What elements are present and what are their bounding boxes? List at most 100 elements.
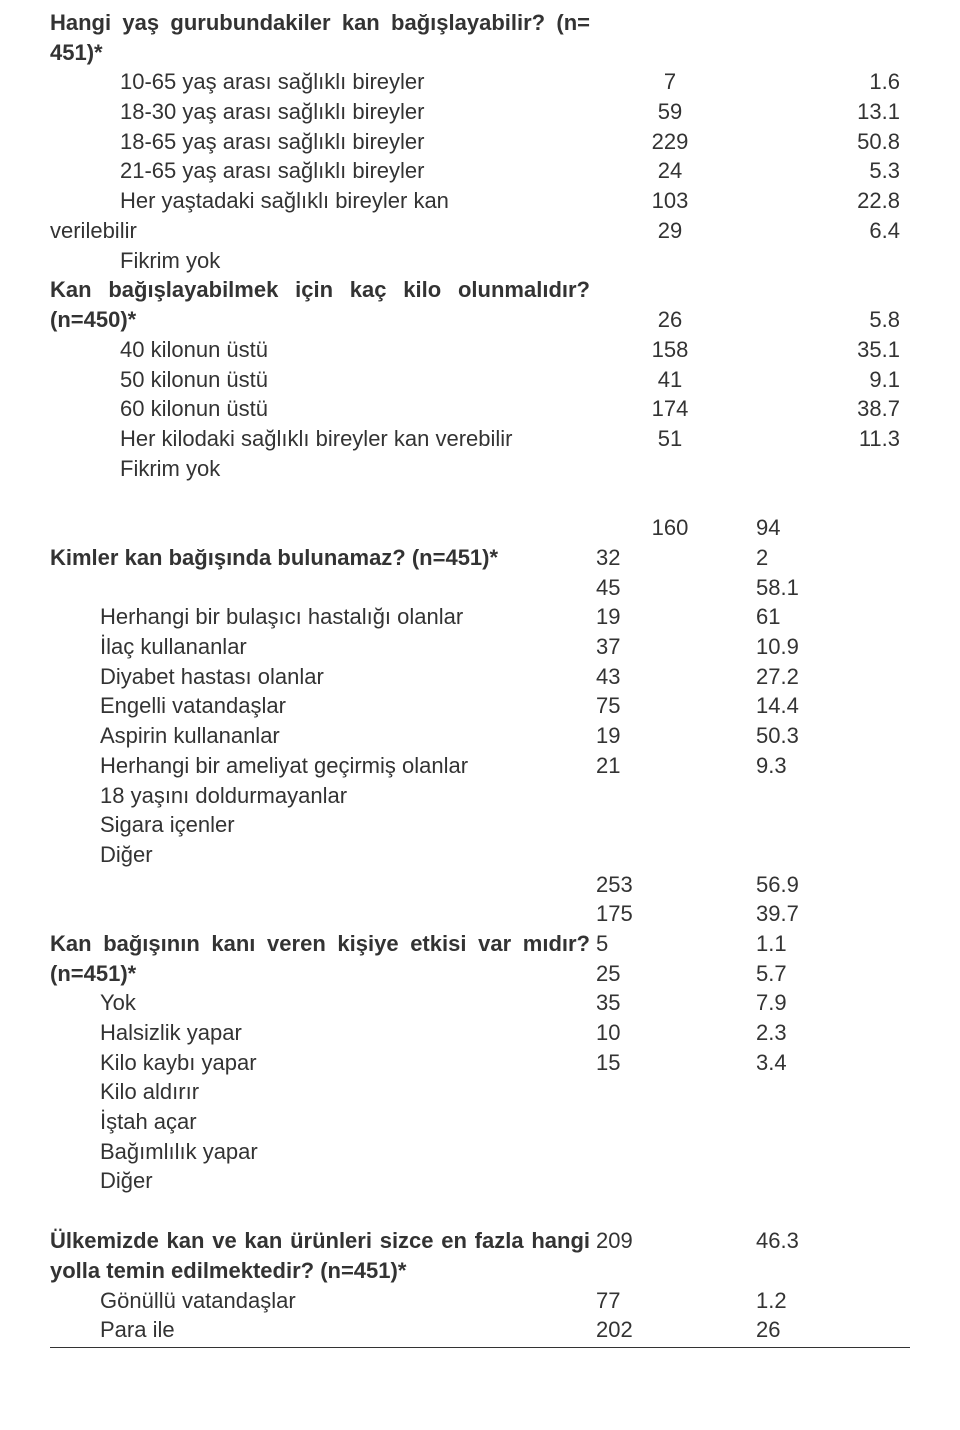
q4-opt-label-5: Bağımlılık yapar (50, 1137, 590, 1167)
q3-n-7: 21 (590, 751, 750, 781)
q3-opt-label-1: İlaç kullananlar (50, 632, 590, 662)
q5-title: Ülkemizde kan ve kan ürünleri sizce en f… (50, 1226, 590, 1285)
q3-opt-3: Engelli vatandaşlar 75 14.4 (50, 691, 910, 721)
q2-n-0: 26 (590, 275, 750, 335)
q1-opt-label-5: Fikrim yok (50, 246, 590, 276)
q1-wrap-text: verilebilir (50, 216, 590, 246)
q1-opt-0: 10-65 yaş arası sağlıklı bireyler 7 1.6 (50, 67, 910, 97)
q4-n-block-a: 5 25 (590, 929, 750, 988)
q3-opt-label-3: Engelli vatandaşlar (50, 691, 590, 721)
q4-opt-1: Halsizlik yapar 10 2.3 (50, 1018, 910, 1048)
q1-opt-label-3: 21-65 yaş arası sağlıklı bireyler (50, 156, 590, 186)
q1-opt-label-2: 18-65 yaş arası sağlıklı bireyler (50, 127, 590, 157)
q2-p-0: 5.8 (750, 275, 910, 335)
q4-p-1: 5.7 (756, 959, 910, 989)
q3-opt-7: Sigara içenler (50, 810, 910, 840)
q1-p-2: 50.8 (750, 127, 910, 157)
q3-opt-label-2: Diyabet hastası olanlar (50, 662, 590, 692)
q2-n-3: 174 (590, 394, 750, 424)
q3-opt-8: Diğer (50, 840, 910, 870)
spacer-1 (50, 483, 910, 513)
q3-n-1: 45 (596, 573, 750, 603)
q5-p-title: 46.3 (750, 1226, 910, 1256)
q3-pre-row: 160 94 (50, 513, 910, 543)
q4-pre-p-0: 56.9 (750, 870, 910, 900)
q4-opt-3: Kilo aldırır (50, 1077, 910, 1107)
q4-opt-label-0: Yok (50, 988, 590, 1018)
q4-p-2: 7.9 (750, 988, 910, 1018)
q2-n-4: 51 (590, 424, 750, 454)
q3-p-0: 2 (756, 543, 910, 573)
q2-opt-label-2: 60 kilonun üstü (50, 394, 590, 424)
q4-n-0: 5 (596, 929, 750, 959)
q3-opt-label-4: Aspirin kullananlar (50, 721, 590, 751)
q1-title: Hangi yaş gurubundakiler kan bağışlayabi… (50, 8, 590, 67)
q4-title: Kan bağışının kanı veren kişiye etkisi v… (50, 929, 590, 988)
q3-opt-label-7: Sigara içenler (50, 810, 590, 840)
q1-n-2: 229 (590, 127, 750, 157)
q3-title-row: Kimler kan bağışında bulunamaz? (n=451)*… (50, 543, 910, 602)
q2-p-4: 11.3 (750, 424, 910, 454)
q1-opt-4: Her yaştadaki sağlıklı bireyler kan 103 … (50, 186, 910, 216)
q1-n-1: 59 (590, 97, 750, 127)
q5-opt-label-1: Para ile (50, 1315, 590, 1345)
q3-n-block-a: 32 45 (590, 543, 750, 602)
q4-title-row: Kan bağışının kanı veren kişiye etkisi v… (50, 929, 910, 988)
q3-opt-1: İlaç kullananlar 37 10.9 (50, 632, 910, 662)
q5-opt-0: Gönüllü vatandaşlar 77 1.2 (50, 1286, 910, 1316)
q3-opt-5: Herhangi bir ameliyat geçirmiş olanlar 2… (50, 751, 910, 781)
q2-p-3: 38.7 (750, 394, 910, 424)
q2-n-1: 158 (590, 335, 750, 365)
q1-n-3: 24 (590, 156, 750, 186)
q1-p-3: 5.3 (750, 156, 910, 186)
q4-opt-label-4: İştah açar (50, 1107, 590, 1137)
q4-opt-label-1: Halsizlik yapar (50, 1018, 590, 1048)
q3-opt-label-6: 18 yaşını doldurmayanlar (50, 781, 590, 811)
q1-opt-5: Fikrim yok (50, 246, 910, 276)
q3-opt-2: Diyabet hastası olanlar 43 27.2 (50, 662, 910, 692)
q3-p-5: 14.4 (750, 691, 910, 721)
q4-p-block-a: 1.1 5.7 (750, 929, 910, 988)
q1-n-5: 29 (590, 216, 750, 246)
q1-n-4: 103 (590, 186, 750, 216)
q2-opt-label-1: 50 kilonun üstü (50, 365, 590, 395)
q3-pre-p: 94 (750, 513, 910, 543)
q3-n-6: 19 (590, 721, 750, 751)
q4-n-3: 10 (590, 1018, 750, 1048)
spacer-2 (50, 1196, 910, 1226)
q2-p-1: 35.1 (750, 335, 910, 365)
q3-opt-label-8: Diğer (50, 840, 590, 870)
q4-p-3: 2.3 (750, 1018, 910, 1048)
q4-pre-row-1: 175 39.7 (50, 899, 910, 929)
q4-opt-5: Bağımlılık yapar (50, 1137, 910, 1167)
q3-opt-label-5: Herhangi bir ameliyat geçirmiş olanlar (50, 751, 590, 781)
q2-opt-label-0: 40 kilonun üstü (50, 335, 590, 365)
q1-opt-label-0: 10-65 yaş arası sağlıklı bireyler (50, 67, 590, 97)
q5-p-0: 1.2 (750, 1286, 910, 1316)
q3-n-0: 32 (596, 543, 750, 573)
q5-n-title: 209 (590, 1226, 750, 1256)
q3-pre-n: 160 (590, 513, 750, 543)
q2-opt-2: 60 kilonun üstü 174 38.7 (50, 394, 910, 424)
q1-opt-1: 18-30 yaş arası sağlıklı bireyler 59 13.… (50, 97, 910, 127)
q5-p-1: 26 (750, 1315, 910, 1345)
q2-opt-label-4: Fikrim yok (50, 454, 590, 484)
q4-pre-p-1: 39.7 (750, 899, 910, 929)
q1-p-0: 1.6 (750, 67, 910, 97)
q2-n-2: 41 (590, 365, 750, 395)
q1-p-1: 13.1 (750, 97, 910, 127)
q3-p-7: 9.3 (750, 751, 910, 781)
q3-opt-4: Aspirin kullananlar 19 50.3 (50, 721, 910, 751)
q5-opt-label-0: Gönüllü vatandaşlar (50, 1286, 590, 1316)
q1-title-row: Hangi yaş gurubundakiler kan bağışlayabi… (50, 8, 910, 67)
q4-n-4: 15 (590, 1048, 750, 1078)
q4-pre-n-0: 253 (590, 870, 750, 900)
q5-opt-1: Para ile 202 26 (50, 1315, 910, 1345)
q2-opt-4: Fikrim yok (50, 454, 910, 484)
q2-p-2: 9.1 (750, 365, 910, 395)
q3-title: Kimler kan bağışında bulunamaz? (n=451)* (50, 543, 590, 573)
q3-n-5: 75 (590, 691, 750, 721)
q4-opt-2: Kilo kaybı yapar 15 3.4 (50, 1048, 910, 1078)
q1-wrap-row: verilebilir 29 6.4 (50, 216, 910, 246)
q4-p-4: 3.4 (750, 1048, 910, 1078)
